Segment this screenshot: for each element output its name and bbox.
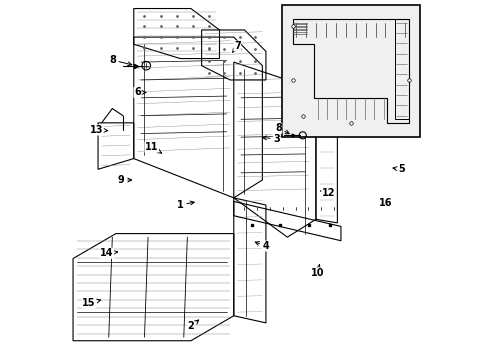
Text: 2: 2 (187, 320, 198, 332)
Text: 3: 3 (262, 134, 280, 144)
Bar (282, 5, 419, 137)
Text: 9: 9 (118, 175, 131, 185)
Text: 12: 12 (320, 188, 334, 198)
Text: 14: 14 (100, 248, 117, 258)
Text: 10: 10 (310, 265, 324, 278)
Text: 8: 8 (109, 55, 132, 66)
Text: 16: 16 (378, 198, 391, 207)
Text: 8: 8 (274, 123, 289, 134)
Text: 13: 13 (89, 125, 107, 135)
Text: 4: 4 (255, 241, 269, 251)
Text: 11: 11 (144, 142, 161, 153)
Text: 6: 6 (134, 87, 146, 98)
Text: 15: 15 (82, 298, 101, 308)
Text: 1: 1 (177, 200, 194, 210)
Text: 7: 7 (232, 41, 240, 52)
Text: 5: 5 (392, 164, 404, 174)
